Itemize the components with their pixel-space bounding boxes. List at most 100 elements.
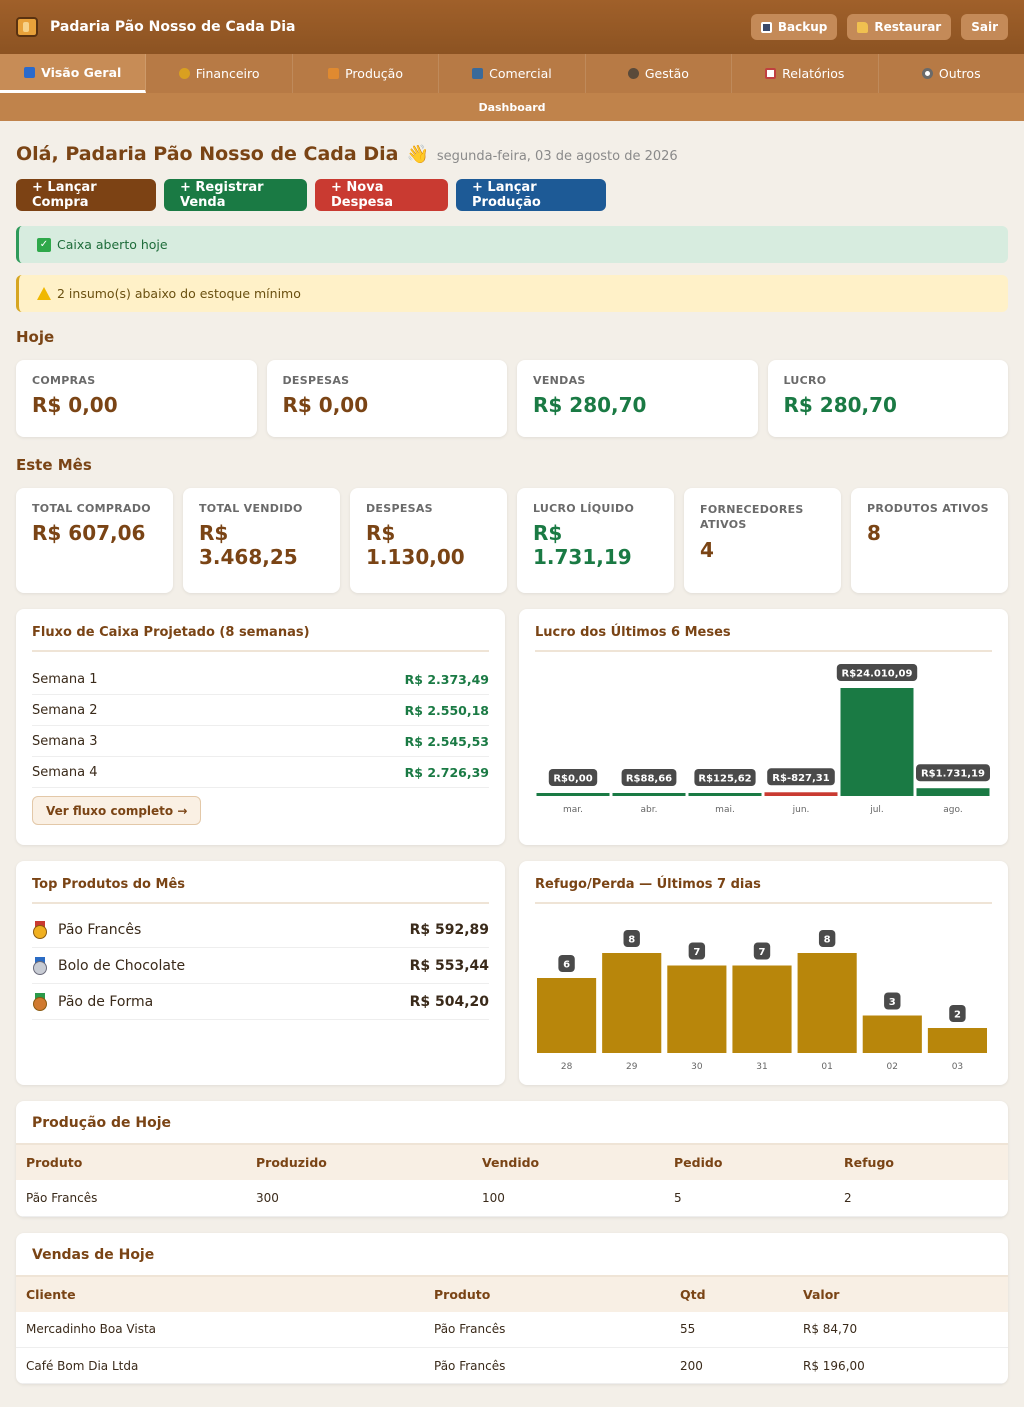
tab-gestao[interactable]: Gestão <box>586 54 733 93</box>
product-name: Pão Francês <box>58 921 142 938</box>
add-purchase-button[interactable]: + Lançar Compra <box>16 179 156 211</box>
waste-x-tick: 02 <box>887 1062 898 1072</box>
subnav-dashboard[interactable]: Dashboard <box>0 93 1024 121</box>
waste-data-label-bg <box>753 942 771 960</box>
production-today-panel: Produção de Hoje Produto Produzido Vendi… <box>16 1101 1008 1217</box>
new-expense-button[interactable]: + Nova Despesa <box>315 179 448 211</box>
stat-card: TOTAL VENDIDO R$ 3.468,25 <box>183 488 340 593</box>
month-cards: TOTAL COMPRADO R$ 607,06 TOTAL VENDIDO R$ … <box>16 488 1008 593</box>
low-stock-alert: 2 insumo(s) abaixo do estoque mínimo <box>16 275 1008 312</box>
folder-icon <box>857 21 869 33</box>
table-cell: Café Bom Dia Ltda <box>16 1347 424 1384</box>
column-header: Cliente <box>16 1276 424 1312</box>
waste-bar <box>667 965 727 1053</box>
stat-value: 4 <box>700 538 714 562</box>
waste-x-tick: 01 <box>821 1062 832 1072</box>
stat-label: PRODUTOS ATIVOS <box>867 502 989 515</box>
tab-label: Visão Geral <box>41 64 122 80</box>
waste-data-label: 7 <box>693 947 700 958</box>
stat-value: R$ 0,00 <box>282 393 369 417</box>
waste-chart-title: Refugo/Perda — Últimos 7 dias <box>535 877 992 904</box>
profit-bar <box>536 793 610 796</box>
tab-visao-geral[interactable]: Visão Geral <box>0 54 147 93</box>
brand: Padaria Pão Nosso de Cada Dia <box>16 17 295 37</box>
cashflow-row: Semana 1 R$ 2.373,49 <box>32 664 489 695</box>
profit-x-tick: abr. <box>641 805 658 815</box>
waste-x-tick: 31 <box>756 1062 767 1072</box>
tab-comercial[interactable]: Comercial <box>439 54 586 93</box>
logout-button[interactable]: Sair <box>961 14 1008 40</box>
column-header: Produto <box>424 1276 670 1312</box>
waste-bar <box>862 1015 922 1053</box>
column-header: Pedido <box>664 1145 834 1180</box>
profit-data-label-bg <box>621 769 677 786</box>
waste-data-label: 3 <box>889 997 896 1008</box>
top-products-title: Top Produtos do Mês <box>32 877 489 904</box>
column-header: Produto <box>16 1145 246 1180</box>
bread-icon <box>328 68 340 79</box>
week-value: R$ 2.550,18 <box>404 702 489 718</box>
column-header: Vendido <box>472 1145 664 1180</box>
tab-producao[interactable]: Produção <box>293 54 440 93</box>
tab-label: Gestão <box>644 66 689 81</box>
week-value: R$ 2.726,39 <box>404 764 489 780</box>
table-header-row: Produto Produzido Vendido Pedido Refugo <box>16 1145 1008 1180</box>
tab-outros[interactable]: Outros <box>879 54 1024 93</box>
waste-x-tick: 03 <box>952 1062 963 1072</box>
table-cell: 100 <box>472 1180 664 1217</box>
column-header: Valor <box>793 1276 1008 1312</box>
gear-icon <box>921 68 933 79</box>
tab-relatorios[interactable]: Relatórios <box>732 54 879 93</box>
waste-data-label-bg <box>688 942 706 960</box>
stat-card: FORNECEDORES ATIVOS 4 <box>684 488 841 593</box>
table-row: Mercadinho Boa Vista Pão Francês 55 R$ 8… <box>16 1311 1008 1348</box>
profit-data-label: R$24.010,09 <box>842 669 913 680</box>
stat-label: LUCRO LÍQUIDO <box>533 502 635 515</box>
silver-medal-icon <box>32 956 48 975</box>
stock-alert-text: 2 insumo(s) abaixo do estoque mínimo <box>57 286 301 301</box>
profit-bar <box>840 688 914 796</box>
restore-button[interactable]: Restaurar <box>847 14 952 40</box>
tab-financeiro[interactable]: Financeiro <box>146 54 293 93</box>
table-cell: Pão Francês <box>16 1180 246 1217</box>
stat-value: 8 <box>867 521 881 545</box>
waste-data-label: 6 <box>563 960 570 971</box>
production-today-title: Produção de Hoje <box>16 1101 1008 1145</box>
today-heading: Hoje <box>16 328 55 346</box>
logout-label: Sair <box>971 20 998 34</box>
register-sale-button[interactable]: + Registrar Venda <box>164 179 307 211</box>
product-name: Pão de Forma <box>58 993 154 1010</box>
profit-x-tick: ago. <box>943 805 962 815</box>
week-label: Semana 2 <box>32 702 98 718</box>
view-full-cashflow-button[interactable]: Ver fluxo completo → <box>32 796 202 825</box>
cashflow-title: Fluxo de Caixa Projetado (8 semanas) <box>32 625 489 652</box>
profit-x-tick: jul. <box>869 805 884 815</box>
backup-button[interactable]: Backup <box>750 14 838 40</box>
column-header: Produzido <box>246 1145 472 1180</box>
main-nav: Visão Geral Financeiro Produção Comercia… <box>0 54 1024 93</box>
stat-label: DESPESAS <box>366 502 433 515</box>
waste-data-label-bg <box>818 930 836 947</box>
stat-card: DESPESAS R$ 0,00 <box>266 360 507 437</box>
add-production-button[interactable]: + Lançar Produção <box>456 179 606 211</box>
waving-hand-icon: 👋 <box>406 144 429 165</box>
profit-x-tick: mai. <box>715 805 735 815</box>
week-label: Semana 1 <box>32 671 98 687</box>
waste-x-tick: 30 <box>691 1062 703 1072</box>
backup-label: Backup <box>777 20 828 34</box>
waste-x-tick: 29 <box>626 1062 638 1072</box>
table-header-row: Cliente Produto Qtd Valor <box>16 1276 1008 1312</box>
profit-x-tick: mar. <box>563 805 583 815</box>
stat-label: VENDAS <box>533 374 586 387</box>
greeting-title: Olá, Padaria Pão Nosso de Cada Dia <box>16 143 399 165</box>
subnav-label: Dashboard <box>478 100 546 114</box>
cashflow-row: Semana 2 R$ 2.550,18 <box>32 695 489 726</box>
cashflow-panel: Fluxo de Caixa Projetado (8 semanas) Sem… <box>16 609 505 845</box>
waste-data-label-bg <box>949 1005 966 1022</box>
week-value: R$ 2.545,53 <box>404 733 489 749</box>
cashflow-row: Semana 4 R$ 2.726,39 <box>32 757 489 788</box>
column-header: Refugo <box>834 1145 1008 1180</box>
current-date: segunda-feira, 03 de agosto de 2026 <box>436 149 678 164</box>
stat-label: LUCRO <box>783 374 827 387</box>
tab-label: Outros <box>938 66 981 81</box>
